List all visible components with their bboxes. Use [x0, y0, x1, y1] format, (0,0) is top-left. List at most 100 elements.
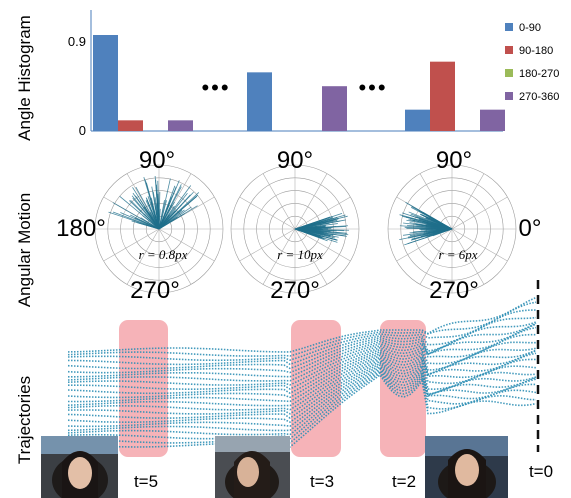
- motion-vector: [432, 228, 453, 237]
- polar-spoke: [451, 228, 485, 285]
- motion-vector: [294, 217, 339, 230]
- polar-1-r-label: r = 0.8px: [139, 247, 188, 262]
- legend-label-3: 270-360: [519, 91, 559, 103]
- angle-histogram: 0.9 0 ••• •••: [68, 10, 505, 138]
- trajectory-line: [67, 326, 537, 382]
- trajectory-lines: [67, 296, 537, 448]
- motion-vector: [158, 191, 194, 230]
- polar-spoke: [239, 196, 296, 230]
- polar-1-label-top: 90°: [139, 147, 175, 174]
- bar-group1-series2: [118, 120, 143, 131]
- motion-vector: [158, 204, 173, 230]
- legend: 0-90 90-180 180-270 270-360: [505, 22, 559, 103]
- polar-spoke: [451, 196, 508, 230]
- face-thumb-t2: [425, 436, 508, 498]
- polar-spoke: [158, 228, 192, 285]
- motion-vector: [413, 228, 453, 233]
- trajectory-line: [67, 370, 537, 440]
- bar-group2-series1: [247, 72, 272, 131]
- trajectory-line: [67, 347, 537, 395]
- motion-vector: [294, 228, 347, 237]
- polar-spoke: [158, 228, 215, 262]
- bar-group1-series4: [168, 120, 193, 131]
- polar-spoke: [239, 228, 296, 262]
- motion-vector: [294, 228, 323, 237]
- trajectory-line: [68, 349, 537, 403]
- trajectory-line: [67, 316, 537, 366]
- ytick-label-top: 0.9: [68, 34, 86, 49]
- time-label-t0: t=0: [529, 462, 553, 481]
- motion-vector: [143, 177, 160, 230]
- motion-vector: [294, 228, 337, 232]
- time-label-t3: t=3: [310, 472, 334, 491]
- polar-plot-1: [94, 164, 224, 294]
- trajectory-highlights: [119, 320, 426, 457]
- polar-spoke: [103, 228, 160, 262]
- trajectory-line: [67, 356, 537, 411]
- trajectory-line: [68, 323, 537, 378]
- polar-spoke: [262, 173, 296, 230]
- legend-swatch-3: [505, 92, 513, 100]
- polar-plot-3: [387, 164, 517, 294]
- polar-2-label-bottom: 270°: [270, 277, 320, 304]
- motion-vector: [158, 201, 171, 230]
- trajectory-line: [67, 358, 537, 415]
- motion-vector: [130, 199, 160, 230]
- motion-vector: [158, 206, 192, 230]
- ellipsis-2: •••: [358, 75, 387, 100]
- legend-label-2: 180-270: [519, 68, 559, 80]
- motion-vector: [419, 224, 453, 230]
- trajectory-line: [67, 309, 537, 362]
- motion-vector: [410, 207, 453, 230]
- trajectory-line: [67, 321, 537, 370]
- bar-group3-series4: [480, 109, 505, 131]
- legend-label-0: 0-90: [519, 22, 541, 34]
- motion-vector: [145, 197, 160, 230]
- polar-spoke: [294, 228, 351, 262]
- ellipsis-1: •••: [201, 75, 230, 100]
- trajectory-line: [67, 296, 537, 353]
- polar-spoke: [396, 228, 453, 262]
- motion-vector: [158, 205, 175, 230]
- motion-vector: [151, 186, 160, 230]
- ytick-label-zero: 0: [79, 123, 86, 138]
- row-label-trajectories: Trajectories: [15, 376, 34, 464]
- polar-2-r-label: r = 10px: [277, 247, 323, 262]
- row-label-angular: Angular Motion: [15, 193, 34, 307]
- trajectory-line: [67, 371, 537, 444]
- motion-vector: [135, 186, 160, 230]
- polar-spoke: [451, 173, 485, 230]
- trajectory-line: [67, 362, 537, 424]
- polar-plot-2: [230, 164, 360, 294]
- polar-2-label-top: 90°: [277, 147, 313, 174]
- polar-spoke: [294, 173, 328, 230]
- polar-spoke: [419, 173, 453, 230]
- motion-vector: [418, 218, 453, 230]
- trajectory-line: [67, 373, 537, 448]
- motion-vector: [119, 195, 160, 230]
- trajectory-line: [67, 322, 537, 374]
- motion-vector: [431, 220, 453, 230]
- highlight-t3: [291, 320, 341, 457]
- trajectory-line: [67, 366, 537, 432]
- legend-swatch-1: [505, 46, 513, 54]
- time-label-t5: t=5: [134, 472, 158, 491]
- motion-vector: [112, 211, 160, 230]
- polar-spoke: [419, 228, 453, 285]
- motion-vector: [408, 228, 453, 239]
- motion-vector: [132, 197, 160, 230]
- polar-spoke: [262, 228, 296, 285]
- motion-vector: [294, 223, 338, 230]
- motion-vector: [130, 214, 160, 230]
- legend-swatch-2: [505, 69, 513, 77]
- polar-3-label-top: 90°: [436, 147, 472, 174]
- polar-1-label-left: 180°: [56, 215, 106, 242]
- polar-1-label-bottom: 270°: [130, 277, 180, 304]
- bar-group2-series4: [322, 86, 347, 131]
- face-thumb-t3: [215, 436, 290, 498]
- polar-spoke: [451, 228, 508, 262]
- motion-vector: [158, 178, 171, 230]
- trajectory-line: [67, 368, 537, 436]
- polar-spoke: [294, 196, 351, 230]
